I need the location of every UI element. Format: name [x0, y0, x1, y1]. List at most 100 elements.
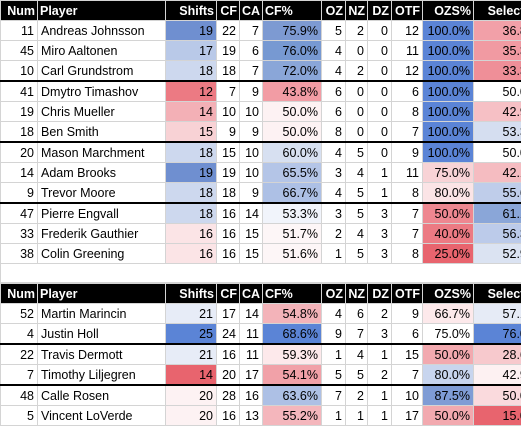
cell-dz: 0: [367, 121, 392, 143]
cell-shifts: 18: [165, 141, 217, 163]
cell-cf: 16: [216, 243, 240, 264]
cell-cf-pct: 43.8%: [262, 80, 322, 102]
cell-cf: 18: [216, 182, 240, 204]
cell-player: Frederik Gauthier: [37, 223, 166, 244]
cell-cf: 9: [216, 121, 240, 143]
cell-ca: 7: [239, 20, 263, 41]
cell-otf: 12: [391, 20, 423, 41]
cell-nz: 5: [345, 182, 368, 204]
cell-cf-pct: 75.9%: [262, 20, 322, 41]
cell-cf-pct: 66.7%: [262, 182, 322, 204]
cell-num: 14: [0, 162, 38, 183]
cell-otf: 11: [391, 162, 423, 183]
cell-nz: 0: [345, 101, 368, 122]
col-header-ozs-pct: OZS%: [422, 283, 474, 304]
cell-ozs-pct: 100.0%: [422, 101, 474, 122]
cell-otf: 6: [391, 80, 423, 102]
cell-oz: 6: [321, 80, 346, 102]
cell-player: Adam Brooks: [37, 162, 166, 183]
cell-ozs-pct: 75.0%: [422, 323, 474, 345]
cell-otf: 9: [391, 141, 423, 163]
cell-dz: 1: [367, 182, 392, 204]
cell-dz: 1: [367, 384, 392, 406]
table-row: 20 Mason Marchment 18 15 10 60.0% 4 5 0 9 100.0% 50…: [0, 141, 521, 163]
table-row: 33 Frederik Gauthier 16 16 15 51.7% 2 4 3 7 40.0% 5…: [0, 223, 521, 244]
col-header-dz: DZ: [367, 283, 392, 304]
cell-selected: 56.3%: [473, 223, 521, 244]
cell-cf: 24: [216, 323, 240, 345]
table-row: 7 Timothy Liljegren 14 20 17 54.1% 5 5 2 7 80.0% 42…: [0, 364, 521, 386]
cell-cf-pct: 72.0%: [262, 60, 322, 82]
cell-oz: 6: [321, 101, 346, 122]
cell-num: 48: [0, 384, 38, 406]
cell-dz: 3: [367, 323, 392, 345]
cell-cf-pct: 54.1%: [262, 364, 322, 386]
cell-oz: 4: [321, 60, 346, 82]
cell-ozs-pct: 100.0%: [422, 40, 474, 61]
cell-num: 33: [0, 223, 38, 244]
cell-selected: 55.6%: [473, 182, 521, 204]
cell-otf: 8: [391, 101, 423, 122]
cell-ozs-pct: 75.0%: [422, 162, 474, 183]
cell-ca: 15: [239, 223, 263, 244]
cell-nz: 4: [345, 343, 368, 365]
table-row: 52 Martin Marincin 21 17 14 54.8% 4 6 2 9 66.7% 57.…: [0, 303, 521, 324]
cell-cf: 22: [216, 20, 240, 41]
cell-shifts: 15: [165, 121, 217, 143]
cell-selected: 57.1%: [473, 303, 521, 324]
cell-num: 47: [0, 202, 38, 224]
cell-player: Timothy Liljegren: [37, 364, 166, 386]
cell-player: Pierre Engvall: [37, 202, 166, 224]
cell-ca: 11: [239, 343, 263, 365]
cell-otf: 8: [391, 182, 423, 204]
cell-nz: 5: [345, 364, 368, 386]
cell-player: Ben Smith: [37, 121, 166, 143]
cell-ozs-pct: 100.0%: [422, 20, 474, 41]
cell-shifts: 17: [165, 40, 217, 61]
col-header-ca: CA: [239, 0, 263, 21]
cell-selected: 35.3%: [473, 40, 521, 61]
cell-oz: 3: [321, 162, 346, 183]
cell-otf: 11: [391, 40, 423, 61]
col-header-selected: Selected: [473, 283, 521, 304]
cell-nz: 5: [345, 243, 368, 264]
cell-cf-pct: 65.5%: [262, 162, 322, 183]
col-header-cf-pct: CF%: [262, 283, 322, 304]
col-header-oz: OZ: [321, 283, 346, 304]
cell-player: Carl Grundstrom: [37, 60, 166, 82]
cell-otf: 7: [391, 202, 423, 224]
cell-dz: 1: [367, 162, 392, 183]
cell-selected: 52.9%: [473, 243, 521, 264]
cell-cf-pct: 54.8%: [262, 303, 322, 324]
table-row: 22 Travis Dermott 21 16 11 59.3% 1 4 1 15 50.0% 28.…: [0, 343, 521, 365]
col-header-dz: DZ: [367, 0, 392, 21]
cell-num: 41: [0, 80, 38, 102]
col-header-otf: OTF: [391, 0, 423, 21]
cell-cf: 16: [216, 343, 240, 365]
cell-cf: 18: [216, 60, 240, 82]
cell-ca: 16: [239, 384, 263, 406]
cell-ca: 9: [239, 182, 263, 204]
cell-ozs-pct: 25.0%: [422, 243, 474, 264]
cell-cf: 19: [216, 40, 240, 61]
cell-otf: 6: [391, 323, 423, 345]
cell-num: 4: [0, 323, 38, 345]
cell-num: 18: [0, 121, 38, 143]
col-header-shifts: Shifts: [165, 0, 217, 21]
cell-otf: 10: [391, 384, 423, 406]
cell-num: 19: [0, 101, 38, 122]
cell-dz: 2: [367, 303, 392, 324]
header-row: Num Player Shifts CF CA CF% OZ NZ DZ OTF OZS% Selec…: [0, 0, 521, 21]
cell-dz: 2: [367, 364, 392, 386]
cell-oz: 4: [321, 40, 346, 61]
cell-ozs-pct: 100.0%: [422, 60, 474, 82]
col-header-cf-pct: CF%: [262, 0, 322, 21]
cell-player: Travis Dermott: [37, 343, 166, 365]
cell-shifts: 25: [165, 323, 217, 345]
cell-player: Miro Aaltonen: [37, 40, 166, 61]
cell-selected: 42.1%: [473, 162, 521, 183]
cell-oz: 2: [321, 223, 346, 244]
cell-nz: 2: [345, 384, 368, 406]
